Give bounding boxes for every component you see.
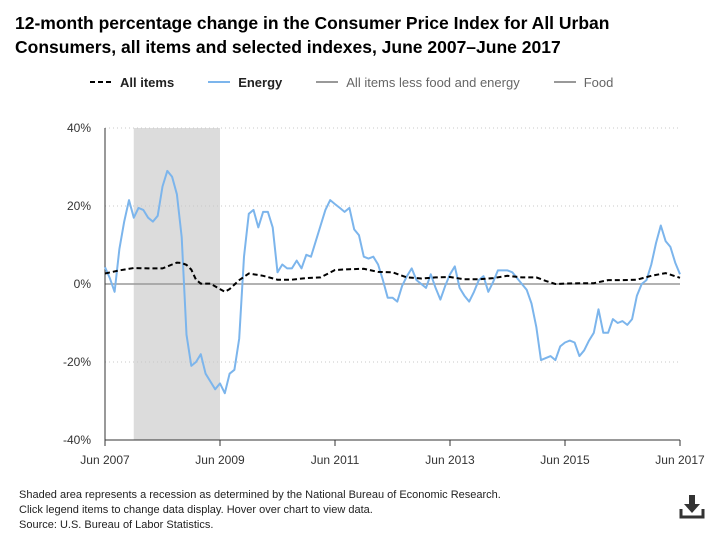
- legend-energy-line-icon: [208, 81, 231, 83]
- note-source: Source: U.S. Bureau of Labor Statistics.: [19, 519, 214, 531]
- note-recession: Shaded area represents a recession as de…: [19, 489, 501, 501]
- chart-notes: Shaded area represents a recession as de…: [19, 488, 501, 533]
- x-tick-label: Jun 2007: [80, 453, 130, 467]
- legend-label-energy: Energy: [238, 74, 283, 90]
- x-tick-label: Jun 2013: [425, 453, 475, 467]
- chart-legend: All items Energy All items less food and…: [90, 72, 647, 92]
- chart-title: 12-month percentage change in the Consum…: [15, 13, 610, 57]
- legend-label-food: Food: [583, 74, 614, 90]
- legend-label-core: All items less food and energy: [346, 74, 520, 90]
- legend-core-line-icon: [316, 81, 339, 83]
- series-all-items-line: [104, 261, 681, 293]
- note-instructions: Click legend items to change data displa…: [19, 504, 373, 516]
- y-tick-label: 0%: [74, 277, 92, 291]
- legend-item-food[interactable]: Food: [553, 74, 614, 90]
- x-tick-label: Jun 2009: [195, 453, 245, 467]
- legend-dashed-line-icon: [90, 81, 112, 83]
- x-tick-label: Jun 2017: [655, 453, 705, 467]
- legend-item-energy[interactable]: Energy: [208, 75, 282, 90]
- y-tick-label: -40%: [63, 433, 91, 447]
- y-tick-label: 40%: [67, 121, 91, 135]
- download-button[interactable]: [678, 492, 706, 520]
- download-icon: [679, 495, 705, 519]
- line-chart[interactable]: 40% 20% 0% -20% -40% Jun 2007 Jun 2009 Jun 2011…: [0, 100, 726, 485]
- y-tick-label: -20%: [63, 355, 91, 369]
- legend-label-all-items: All items: [120, 74, 175, 90]
- y-tick-label: 20%: [67, 199, 91, 213]
- legend-food-line-icon: [553, 81, 576, 83]
- legend-item-core[interactable]: All items less food and energy: [316, 74, 520, 90]
- x-tick-label: Jun 2015: [540, 453, 590, 467]
- legend-item-all-items[interactable]: All items: [90, 75, 174, 90]
- series-energy-line: [104, 169, 681, 395]
- x-tick-label: Jun 2011: [311, 453, 360, 467]
